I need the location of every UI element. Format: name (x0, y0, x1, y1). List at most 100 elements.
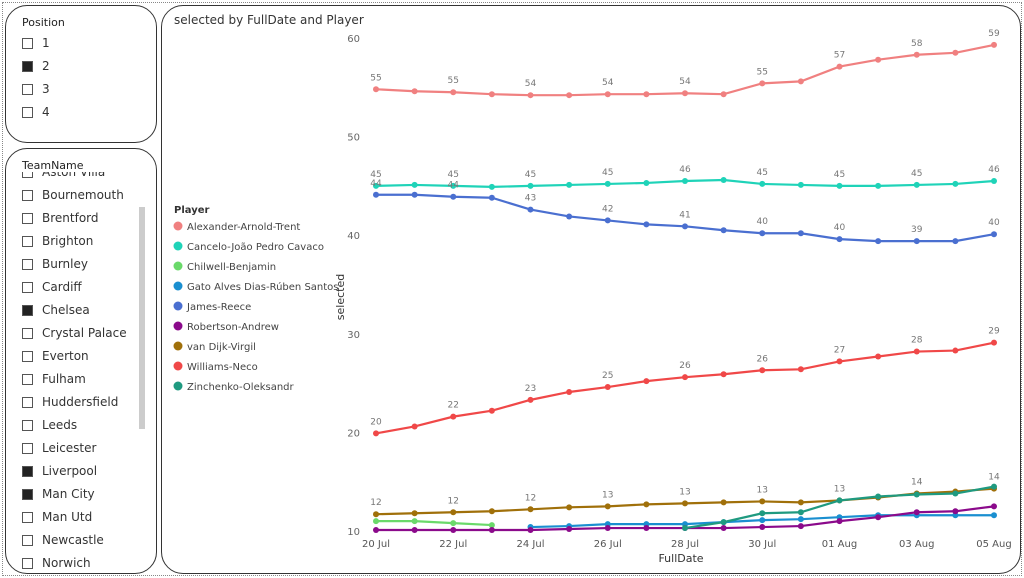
data-point (604, 384, 611, 391)
item-label: Brentford (42, 211, 99, 225)
item-label: Man City (42, 487, 95, 501)
checkbox (22, 396, 33, 408)
legend-label: Robertson-Andrew (187, 322, 279, 333)
y-axis-label: selected (334, 274, 347, 320)
data-point (643, 525, 650, 532)
slicer-item[interactable]: Man City (22, 487, 95, 501)
data-label: 41 (679, 210, 690, 220)
data-point (913, 238, 920, 245)
data-label: 55 (757, 67, 768, 77)
slicer-item[interactable]: 2 (22, 59, 50, 73)
legend-label: Gato Alves Dias-Rúben Santos (187, 281, 339, 293)
slicer-item[interactable]: Leeds (22, 418, 77, 432)
scrollbar[interactable] (139, 207, 145, 429)
data-label: 45 (525, 170, 536, 180)
legend-swatch (173, 361, 183, 371)
data-point (991, 483, 997, 490)
slicer-item[interactable]: Everton (22, 349, 89, 363)
y-tick-label: 60 (347, 34, 360, 45)
slicer-item[interactable]: Burnley (22, 257, 88, 271)
data-point (759, 180, 766, 187)
slicer-item[interactable]: Leicester (22, 441, 96, 455)
data-point (488, 91, 495, 98)
slicer-item[interactable]: 3 (22, 82, 50, 96)
slicer-item[interactable]: Crystal Palace (22, 326, 127, 340)
data-point (450, 89, 457, 96)
y-tick-label: 40 (347, 231, 360, 242)
data-point (604, 91, 611, 98)
data-point (527, 396, 534, 403)
data-label: 20 (370, 417, 382, 427)
data-point (373, 430, 379, 437)
data-point (488, 407, 495, 414)
data-point (836, 518, 843, 525)
data-label: 40 (834, 223, 846, 233)
data-label: 13 (757, 485, 768, 495)
data-point (797, 366, 804, 373)
slicer-item[interactable]: Liverpool (22, 464, 97, 478)
data-point (373, 191, 379, 198)
item-label: Newcastle (42, 533, 104, 547)
slicer-item[interactable]: Newcastle (22, 533, 104, 547)
slicer-item[interactable]: Bournemouth (22, 188, 124, 202)
data-point (759, 367, 766, 374)
data-point (720, 227, 727, 234)
data-point (991, 177, 997, 184)
slicer-item[interactable]: Chelsea (22, 303, 90, 317)
data-point (875, 493, 882, 500)
data-point (682, 374, 688, 381)
slicer-item[interactable]: 4 (22, 105, 50, 119)
slicer-item[interactable]: Cardiff (22, 280, 82, 294)
data-label: 45 (911, 169, 922, 179)
checkbox (22, 189, 33, 201)
checkbox (22, 258, 33, 270)
data-label: 54 (602, 78, 614, 88)
data-point (759, 524, 766, 531)
data-label: 59 (988, 29, 1000, 39)
data-point (797, 509, 804, 516)
data-label: 58 (911, 39, 923, 49)
data-point (720, 519, 727, 526)
legend-swatch (173, 321, 183, 331)
item-label: 1 (42, 36, 50, 50)
slicer-item[interactable]: Norwich (22, 556, 91, 570)
data-point (991, 512, 997, 519)
checkbox (22, 212, 33, 224)
data-point (952, 238, 959, 245)
data-point (450, 527, 457, 534)
data-label: 22 (448, 401, 459, 411)
slicer-title: Position (22, 16, 65, 29)
legend-swatch (173, 341, 183, 351)
data-label: 42 (602, 204, 613, 214)
series-line (376, 520, 492, 527)
data-point (488, 194, 495, 201)
data-point (759, 510, 766, 517)
data-label: 57 (834, 51, 845, 61)
item-label: 3 (42, 82, 50, 96)
data-point (952, 49, 959, 56)
checkbox (22, 106, 33, 118)
legend-swatch (173, 301, 183, 311)
slicer-item[interactable]: Man Utd (22, 510, 92, 524)
slicer-item[interactable]: Brentford (22, 211, 99, 225)
data-point (643, 378, 650, 385)
y-tick-label: 30 (347, 330, 360, 341)
chart-visual: selected by FullDate and Player Player F… (161, 5, 1021, 574)
series-line (375, 341, 995, 435)
data-point (527, 92, 534, 99)
slicer-item[interactable]: Fulham (22, 372, 86, 386)
data-point (527, 506, 534, 513)
item-label: Fulham (42, 372, 86, 386)
slicer-title: TeamName (22, 159, 142, 172)
data-label: 45 (370, 170, 381, 180)
data-point (913, 181, 920, 188)
data-point (836, 236, 843, 243)
slicer-item[interactable]: 1 (22, 36, 50, 50)
y-tick-label: 50 (347, 133, 360, 144)
y-tick-label: 10 (347, 527, 360, 538)
data-point (913, 491, 920, 498)
slicer-item[interactable]: Huddersfield (22, 395, 118, 409)
item-label: Cardiff (42, 280, 82, 294)
slicer-item[interactable]: Brighton (22, 234, 93, 248)
position-slicer: Position 1 2 3 4 (5, 5, 157, 143)
